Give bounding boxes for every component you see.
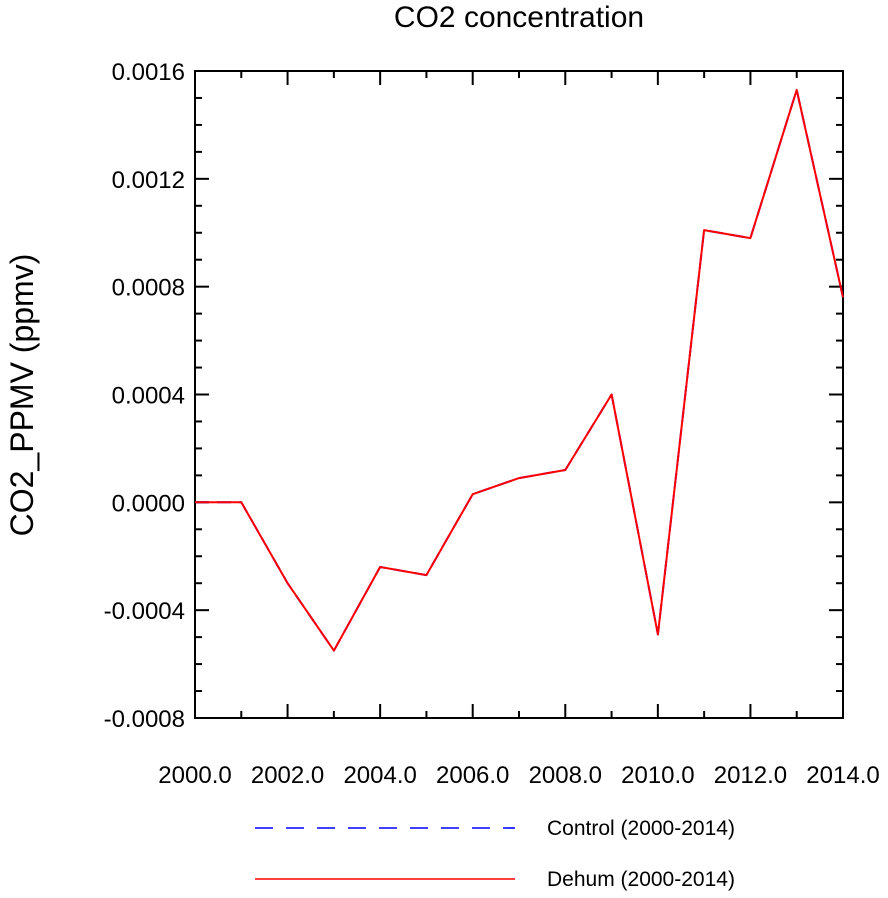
x-tick-label: 2002.0 — [251, 762, 324, 789]
x-tick-label: 2012.0 — [714, 762, 787, 789]
chart-title: CO2 concentration — [394, 1, 644, 34]
series-line-dehum — [195, 88, 844, 652]
x-tick-label: 2006.0 — [436, 762, 509, 789]
x-tick-label: 2004.0 — [343, 762, 416, 789]
y-tick-label: 0.0004 — [112, 383, 185, 410]
legend-label: Control (2000-2014) — [547, 817, 735, 840]
legend: Control (2000-2014) Dehum (2000-2014) — [255, 817, 735, 891]
y-tick-label: 0.0012 — [112, 167, 185, 194]
y-tick-label: 0.0016 — [112, 59, 185, 86]
y-tick-label: -0.0008 — [104, 706, 185, 733]
x-tick-label: 2000.0 — [158, 762, 231, 789]
y-tick-label: 0.0000 — [112, 490, 185, 517]
y-axis-label: CO2_PPMV (ppmv) — [4, 254, 40, 537]
series-lines — [195, 88, 844, 652]
plot-frame — [194, 70, 844, 719]
legend-label: Dehum (2000-2014) — [547, 868, 735, 891]
x-tick-label: 2014.0 — [806, 762, 879, 789]
series-line-control — [195, 88, 844, 652]
x-tick-label: 2010.0 — [621, 762, 694, 789]
y-tick-label: -0.0004 — [104, 598, 185, 625]
axes: -0.0008 -0.0004 0.0000 0.0004 0.0008 0.0012 0.… — [104, 59, 880, 789]
x-tick-label: 2008.0 — [529, 762, 602, 789]
y-tick-label: 0.0008 — [112, 275, 185, 302]
